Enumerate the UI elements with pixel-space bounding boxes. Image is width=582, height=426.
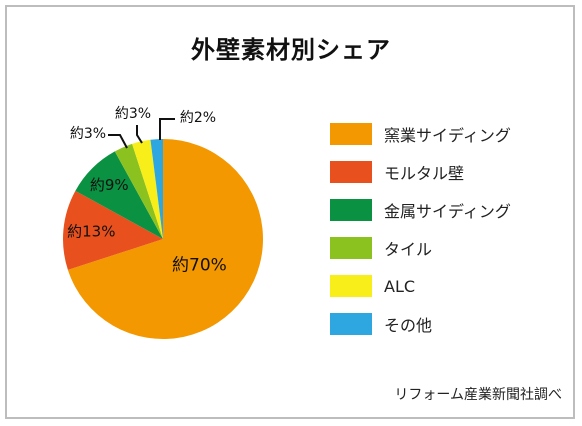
legend-item-3: 金属サイディング <box>330 199 511 221</box>
legend-swatch <box>330 275 372 297</box>
pie-slice-6 <box>150 139 163 239</box>
legend-item-2: モルタル壁 <box>330 161 464 183</box>
pie-slice-5 <box>132 139 163 239</box>
leader-line-6 <box>159 118 175 140</box>
legend-item-6: その他 <box>330 313 432 335</box>
legend-item-5: ALC <box>330 275 415 297</box>
legend-label: 窯業サイディング <box>384 126 511 145</box>
pie-slice-4 <box>114 143 163 239</box>
legend-label: 金属サイディング <box>384 202 511 221</box>
leader-line-4 <box>108 134 128 149</box>
legend-item-1: 窯業サイディング <box>330 123 511 145</box>
legend-swatch <box>330 123 372 145</box>
data-label-3: 約9% <box>90 176 129 194</box>
legend-swatch <box>330 199 372 221</box>
source-note: リフォーム産業新聞社調べ <box>394 387 562 403</box>
data-label-5: 約3% <box>115 106 151 122</box>
data-label-2: 約13% <box>67 223 115 241</box>
leader-line-5 <box>136 125 143 144</box>
pie-slice-2 <box>62 190 163 270</box>
legend-swatch <box>330 161 372 183</box>
legend-label: その他 <box>384 316 433 335</box>
legend-swatch <box>330 313 372 335</box>
legend-label: ALC <box>384 276 416 296</box>
data-label-1: 約70% <box>172 255 227 275</box>
pie-slice-3 <box>75 151 163 239</box>
chart-title: 外壁素材別シェア <box>191 36 391 64</box>
legend-item-4: タイル <box>330 237 432 259</box>
data-label-6: 約2% <box>180 110 216 126</box>
data-label-4: 約3% <box>70 126 106 142</box>
legend-swatch <box>330 237 372 259</box>
legend-label: タイル <box>384 240 433 259</box>
pie-slice-1 <box>67 139 263 339</box>
legend-label: モルタル壁 <box>384 164 465 183</box>
